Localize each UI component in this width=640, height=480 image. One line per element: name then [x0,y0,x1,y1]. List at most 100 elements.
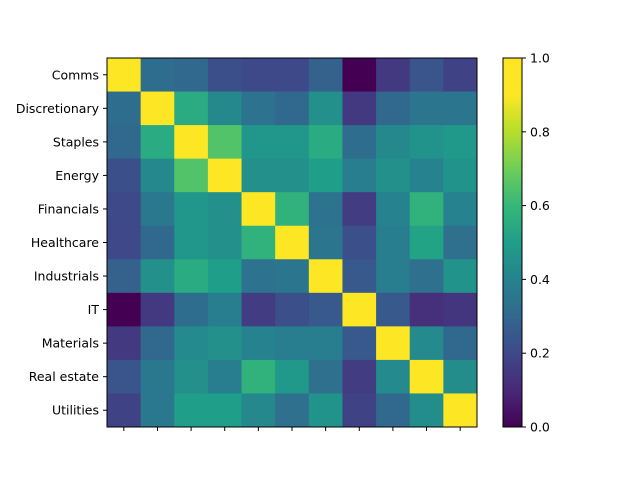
heatmap-cell [241,125,276,160]
heatmap-cell [409,58,444,92]
heatmap-cell [174,326,209,361]
colorbar-gradient [503,58,522,427]
heatmap-cell [342,292,377,327]
colorbar-tick-label: 0.2 [530,346,550,361]
heatmap-cell [140,192,175,227]
heatmap-cell [308,158,343,193]
heatmap-cell [376,58,411,92]
heatmap-cell [342,58,377,92]
heatmap-cell [174,225,209,260]
heatmap-cell [140,292,175,327]
heatmap-cell [308,393,343,428]
x-axis [123,427,461,431]
heatmap-cell [342,125,377,160]
heatmap-cell [275,158,310,193]
heatmap-cell [207,58,242,92]
heatmap-cell [342,326,377,361]
heatmap-cell [241,259,276,294]
heatmap-cell [241,292,276,327]
heatmap-cell [443,326,478,361]
heatmap-cell [308,225,343,260]
heatmap-cell [174,259,209,294]
heatmap-cell [107,192,142,227]
heatmap-cell [107,359,142,394]
heatmap-cell [342,225,377,260]
heatmap-cell [241,326,276,361]
heatmap-cell [342,158,377,193]
heatmap-cell [409,158,444,193]
heatmap-cell [140,125,175,160]
heatmap-cell [376,225,411,260]
heatmap-cell [376,125,411,160]
heatmap-cell [107,393,142,428]
heatmap-cell [207,158,242,193]
heatmap-cell [409,192,444,227]
heatmap-cell [409,259,444,294]
y-tick-label: Staples [53,134,99,149]
heatmap-cell [443,192,478,227]
heatmap-cell [140,158,175,193]
colorbar-tick-label: 1.0 [530,51,550,66]
heatmap-cell [241,359,276,394]
heatmap-cell [275,91,310,126]
heatmap-cell [107,225,142,260]
heatmap-cell [207,91,242,126]
heatmap-cell [376,393,411,428]
heatmap-cell [241,158,276,193]
heatmap-cell [207,326,242,361]
heatmap-cell [275,326,310,361]
heatmap-cell [107,326,142,361]
heatmap-cell [207,292,242,327]
heatmap-cell [241,393,276,428]
heatmap-cells [107,58,478,428]
heatmap-cell [308,259,343,294]
heatmap-cell [140,359,175,394]
heatmap-cell [174,192,209,227]
heatmap-cell [174,359,209,394]
heatmap-cell [140,225,175,260]
heatmap-cell [443,292,478,327]
heatmap-cell [207,192,242,227]
heatmap-cell [376,292,411,327]
heatmap-cell [376,91,411,126]
heatmap-cell [308,359,343,394]
y-tick-label: Financials [38,201,99,216]
heatmap-cell [140,326,175,361]
heatmap-cell [174,91,209,126]
heatmap-cell [275,259,310,294]
heatmap-cell [308,292,343,327]
y-tick-label: Healthcare [31,235,99,250]
y-tick-label: Utilities [52,403,99,418]
colorbar-tick-label: 0.4 [530,272,550,287]
heatmap-cell [107,91,142,126]
heatmap-cell [241,225,276,260]
heatmap-cell [308,91,343,126]
heatmap-cell [409,225,444,260]
heatmap-cell [174,292,209,327]
colorbar [502,57,523,428]
heatmap-cell [275,393,310,428]
heatmap-cell [443,58,478,92]
heatmap-cell [174,58,209,92]
heatmap-cell [409,91,444,126]
heatmap-cell [376,259,411,294]
heatmap-cell [376,359,411,394]
heatmap-cell [140,393,175,428]
heatmap-cell [443,393,478,428]
y-tick-label: Materials [42,336,99,351]
colorbar-tick-label: 0.0 [530,420,550,435]
heatmap-cell [308,326,343,361]
heatmap-cell [275,292,310,327]
y-tick-label: Discretionary [16,101,100,116]
heatmap-cell [107,259,142,294]
heatmap-cell [107,158,142,193]
heatmap-cell [443,225,478,260]
heatmap-cell [275,225,310,260]
colorbar-ticks: 0.0 0.2 0.4 0.6 0.8 1.0 [522,51,550,435]
colorbar-frame [502,57,523,428]
heatmap-cell [376,192,411,227]
heatmap-cell [140,58,175,92]
heatmap-cell [241,192,276,227]
colorbar-tick-label: 0.8 [530,124,550,139]
y-tick-label: Industrials [34,269,99,284]
